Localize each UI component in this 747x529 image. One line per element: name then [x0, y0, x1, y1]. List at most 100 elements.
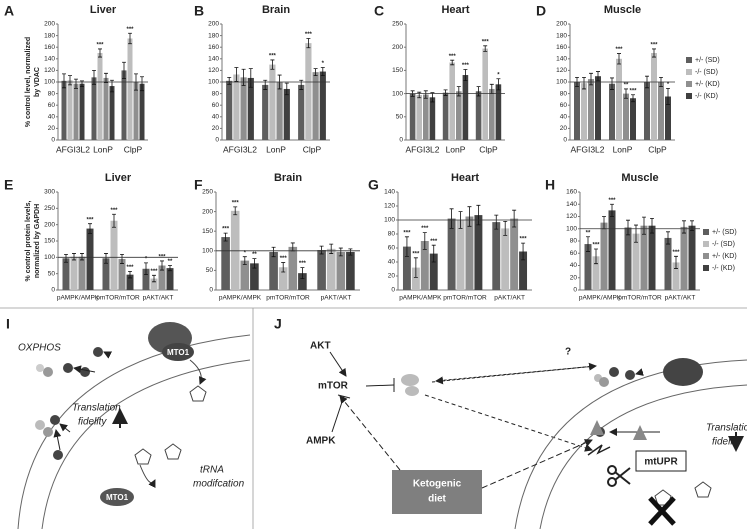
legend-swatch: [703, 229, 709, 235]
error-bar: [62, 73, 66, 89]
bar: [250, 263, 259, 290]
significance: **: [168, 259, 173, 265]
bar: [630, 98, 636, 140]
x-tick-label: ClpP: [303, 144, 322, 154]
bar: [247, 77, 254, 140]
legend-label: +/- (SD): [712, 229, 737, 236]
arrow: [103, 351, 113, 359]
error-bar: [120, 253, 124, 264]
y-axis-label: % control level, normalized: [25, 37, 32, 127]
y-tick-label: 200: [44, 221, 55, 228]
diet-label: diet: [428, 494, 446, 505]
significance: *: [497, 72, 500, 78]
bar: [142, 268, 150, 290]
error-bar: [476, 204, 481, 226]
error-bar: [104, 72, 108, 83]
error-bar: [404, 236, 409, 257]
triangle: [590, 420, 604, 435]
y-tick-label: 80: [560, 90, 568, 97]
legend-swatch: [686, 93, 692, 99]
bar: [61, 80, 67, 140]
y-tick-label: 120: [384, 203, 395, 210]
scissors: [614, 467, 631, 481]
significance: ***: [299, 261, 307, 267]
y-tick-label: 160: [44, 44, 55, 51]
error-bar: [494, 214, 499, 230]
arrow: [329, 351, 347, 377]
error-bar: [413, 257, 418, 278]
error-bar: [98, 48, 102, 58]
x-tick-label: pAMPK/AMPK: [57, 295, 100, 302]
chart-title: Brain: [274, 172, 302, 184]
error-bar: [281, 262, 286, 273]
error-bar: [682, 220, 686, 234]
significance: *: [244, 250, 247, 256]
y-tick-label: 200: [202, 208, 213, 215]
significance: ***: [86, 217, 94, 223]
bar: [62, 258, 70, 290]
error-bar: [624, 88, 628, 99]
y-tick-label: 80: [48, 90, 56, 97]
y-tick-label: 50: [396, 114, 404, 121]
y-tick-label: 140: [44, 56, 55, 63]
error-bar: [140, 76, 144, 92]
significance: **: [586, 230, 591, 236]
bar: [240, 260, 250, 290]
legend-label: -/- (KD): [695, 93, 718, 100]
arrow: [435, 365, 597, 385]
y-tick-label: 80: [570, 238, 578, 245]
bar: [166, 268, 174, 290]
diagram-i: I OXPHOS Translation fidelity MTO1 tRNA …: [6, 316, 251, 529]
chart-title: Liver: [105, 172, 132, 184]
legend-swatch: [686, 69, 692, 75]
bar: [501, 228, 510, 290]
significance: ***: [305, 32, 313, 38]
mto1: [162, 343, 194, 361]
oxphos-label: OXPHOS: [18, 343, 61, 354]
significance: *: [667, 82, 670, 88]
y-tick-label: 150: [392, 67, 403, 74]
bar: [492, 222, 501, 290]
ribosome: [36, 364, 44, 372]
y-tick-label: 40: [388, 259, 396, 266]
error-bar: [227, 76, 232, 85]
y-tick-label: 100: [44, 254, 55, 261]
y-tick-label: 140: [208, 56, 219, 63]
error-bar: [610, 77, 614, 90]
arrow: [481, 439, 593, 489]
bar: [91, 77, 97, 140]
y-tick-label: 250: [202, 189, 213, 196]
modification-label: tRNA: [200, 465, 224, 476]
significance: ***: [222, 227, 230, 233]
panel-letter: G: [368, 177, 379, 193]
y-tick-label: 140: [556, 56, 567, 63]
error-bar: [631, 94, 635, 103]
y-tick-label: 40: [212, 114, 220, 121]
error-bar: [241, 68, 246, 86]
y-tick-label: 100: [392, 90, 403, 97]
diagram-j: J AKT mTOR AMPK ? Translation fidelity: [274, 316, 747, 529]
error-bar: [271, 246, 276, 258]
membrane: [539, 384, 747, 529]
bar: [317, 250, 326, 290]
fidelity-label: fidelity: [712, 437, 741, 448]
error-bar: [233, 206, 238, 216]
bar: [319, 71, 326, 140]
error-bar: [467, 206, 472, 227]
x-tick-label: pmTOR/mTOR: [266, 295, 310, 302]
error-bar: [68, 75, 72, 86]
mto1: [100, 488, 134, 506]
y-axis-label: normalized by GAPDH: [34, 204, 41, 278]
bar: [305, 43, 312, 140]
legend-swatch: [686, 81, 692, 87]
significance: ***: [615, 47, 623, 53]
bar: [449, 62, 455, 140]
y-tick-label: 80: [212, 90, 220, 97]
bar: [150, 278, 158, 290]
bar: [79, 83, 85, 140]
error-bar: [242, 256, 247, 265]
chart-title: Muscle: [604, 4, 641, 16]
bar: [574, 82, 580, 140]
significance: *: [322, 61, 325, 67]
trna: [189, 385, 207, 402]
